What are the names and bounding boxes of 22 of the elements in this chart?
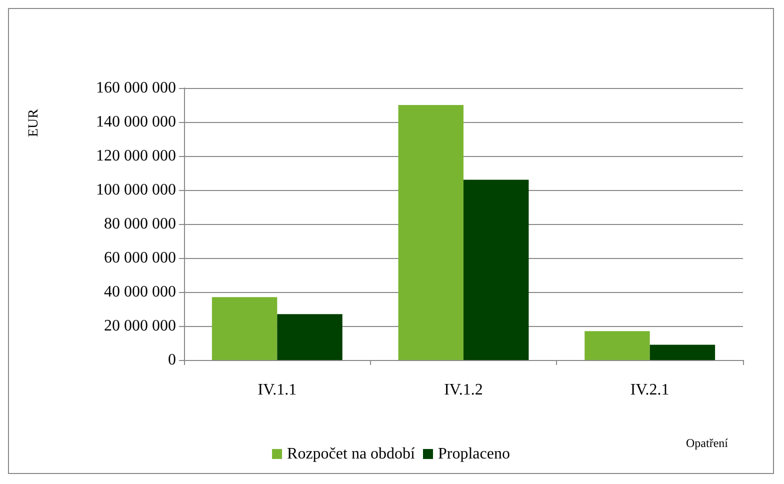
y-tick-label: 140 000 000 (96, 114, 176, 130)
y-tick-label: 40 000 000 (104, 284, 176, 300)
bar (398, 105, 464, 360)
legend-label: Rozpočet na období (287, 446, 416, 462)
y-tick-label: 80 000 000 (104, 216, 176, 232)
y-tick-label: 0 (168, 352, 176, 368)
bar (584, 331, 650, 360)
y-tick-label: 120 000 000 (96, 148, 176, 164)
bar (464, 180, 529, 360)
y-tick-label: 100 000 000 (96, 182, 176, 198)
x-tick-label: IV.1.2 (444, 382, 483, 398)
bar (212, 297, 278, 360)
y-tick-label: 160 000 000 (96, 80, 176, 96)
y-tick-label: 20 000 000 (104, 318, 176, 334)
bar (277, 314, 342, 360)
x-tick-label: IV.2.1 (630, 382, 670, 398)
x-tick-label: IV.1.1 (258, 382, 297, 398)
x-axis-title: Opatření (686, 436, 729, 450)
y-axis-title: EUR (26, 108, 42, 137)
legend-label: Proplaceno (438, 446, 510, 462)
y-tick-label: 60 000 000 (104, 250, 176, 266)
bar (650, 344, 716, 360)
